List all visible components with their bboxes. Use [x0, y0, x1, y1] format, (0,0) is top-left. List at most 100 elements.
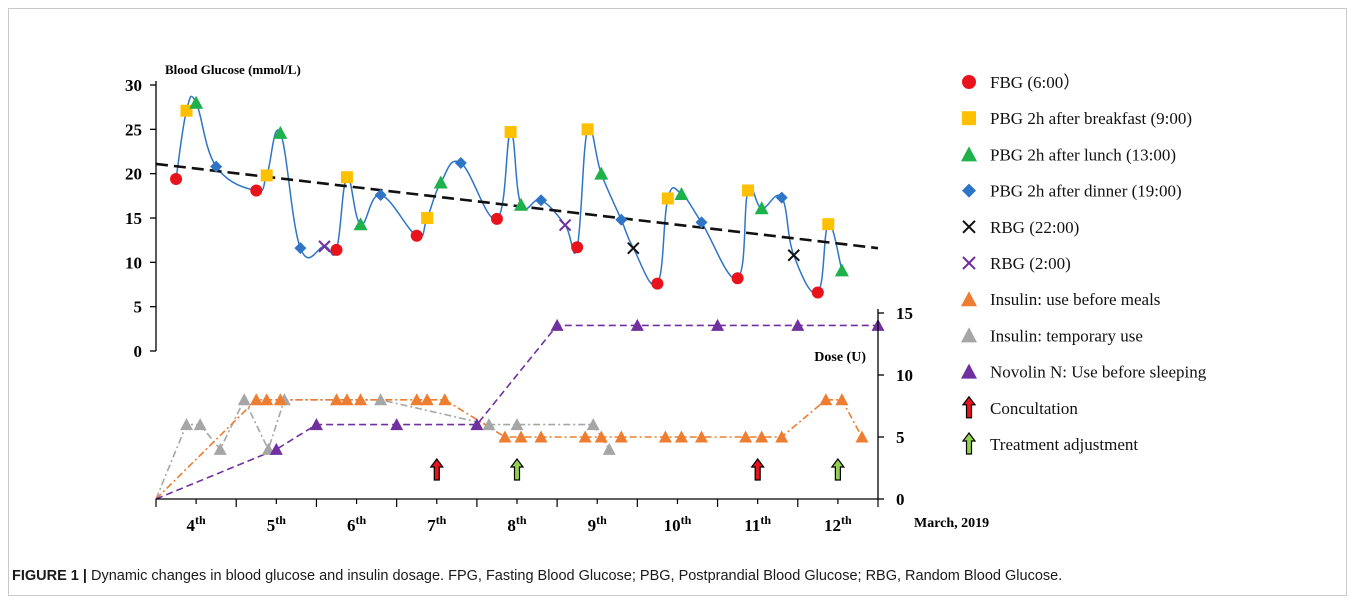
fbg-point: [490, 212, 503, 225]
legend-marker-rbg_2: [962, 256, 976, 270]
legend-marker-pbg_dinner: [962, 183, 976, 198]
insulin_meals-point: [819, 393, 833, 406]
insulin_temp-point: [237, 393, 251, 406]
glucose-tick-label: 10: [125, 253, 142, 272]
legend-item-pbg_lunch: PBG 2h after lunch (13:00): [961, 145, 1176, 164]
pbg_dinner-point: [454, 157, 467, 170]
fbg-point: [651, 277, 664, 290]
insulin_meals-point: [695, 430, 709, 443]
novolin-point: [390, 418, 404, 431]
day-label: 6th: [347, 513, 366, 535]
pbg_dinner-point: [294, 242, 307, 255]
pbg_lunch-point: [754, 201, 769, 215]
pbg_breakfast-point: [661, 192, 674, 205]
legend-marker-fbg: [962, 75, 976, 89]
fbg-point: [250, 184, 263, 197]
legend-label: PBG 2h after dinner (19:00): [990, 182, 1182, 201]
fbg-point: [731, 272, 744, 285]
pbg_dinner-point: [210, 160, 223, 173]
legend-marker-novolin: [961, 363, 977, 379]
pbg_dinner-point: [535, 194, 548, 207]
novolin-point: [791, 318, 805, 331]
pbg_breakfast-point: [180, 104, 193, 117]
legend-item-pbg_breakfast: PBG 2h after breakfast (9:00): [962, 109, 1192, 128]
pbg_dinner-point: [615, 213, 628, 226]
legend-marker-pbg_lunch: [961, 146, 977, 162]
glucose-tick-label: 0: [134, 342, 143, 361]
pbg_lunch-point: [273, 125, 288, 139]
pbg_breakfast-point: [581, 123, 594, 136]
insulin_meals-point: [273, 393, 287, 406]
insulin_temp-point: [213, 442, 227, 455]
legend-label: Insulin: use before meals: [990, 290, 1160, 309]
insulin_meals-point: [594, 430, 608, 443]
novolin-point: [309, 418, 323, 431]
novolin-point: [630, 318, 644, 331]
insulin_meals-point: [340, 393, 354, 406]
pbg_breakfast-point: [742, 184, 755, 197]
rbg_22-point: [627, 241, 640, 255]
pbg_lunch-point: [594, 166, 609, 180]
legend-item-pbg_dinner: PBG 2h after dinner (19:00): [962, 182, 1182, 201]
day-label: 7th: [427, 513, 446, 535]
fbg-point: [571, 241, 584, 254]
insulin_meals-point: [775, 430, 789, 443]
glucose-tick-label: 15: [125, 209, 142, 228]
legend-label: Novolin N: Use before sleeping: [990, 363, 1207, 382]
rbg_2-point: [318, 240, 331, 253]
legend-label: Concultation: [990, 399, 1078, 418]
insulin_meals-point: [498, 430, 512, 443]
figure-caption-text: Dynamic changes in blood glucose and ins…: [91, 568, 1063, 584]
day-label: 11th: [744, 513, 771, 535]
fbg-point: [811, 286, 824, 299]
figure-label: FIGURE 1 |: [12, 568, 87, 584]
day-label: 8th: [507, 513, 526, 535]
insulin_meals-point: [420, 393, 434, 406]
legend-label: Treatment adjustment: [990, 435, 1138, 454]
pbg_lunch-point: [353, 217, 368, 231]
novolin-line: [155, 324, 878, 500]
insulin_meals-point: [534, 430, 548, 443]
insulin_meals-point: [578, 430, 592, 443]
pbg_lunch-point: [189, 95, 204, 109]
insulin_meals-point: [614, 430, 628, 443]
insulin_meals-point: [410, 393, 424, 406]
legend-marker-arrow_green: [961, 432, 977, 455]
novolin-point: [550, 318, 564, 331]
insulin_meals-line: [155, 398, 863, 500]
insulin_meals-point: [260, 393, 274, 406]
glucose-curve: [175, 95, 843, 295]
rbg_22-point: [787, 249, 800, 262]
x-axis-caption: March, 2019: [914, 516, 989, 531]
insulin_meals-point: [249, 393, 263, 406]
legend-item-fbg: FBG (6:00）: [962, 73, 1080, 92]
day-label: 9th: [588, 513, 607, 535]
legend-label: Insulin: temporary use: [990, 326, 1143, 345]
insulin_meals-point: [658, 430, 672, 443]
insulin_temp-point: [179, 418, 193, 431]
treatment-adjustment-arrow: [830, 458, 846, 481]
pbg_lunch-point: [433, 175, 448, 189]
legend-label: RBG (22:00): [990, 218, 1079, 237]
novolin-point: [711, 318, 725, 331]
dose-axis-title: Dose (U): [814, 350, 866, 365]
glucose-tick-label: 25: [125, 120, 142, 139]
dose-tick-label: 15: [896, 304, 913, 323]
insulin_temp-point: [374, 393, 388, 406]
fbg-point: [330, 243, 343, 256]
legend: FBG (6:00） PBG 2h after breakfast (9:00) P…: [961, 73, 1207, 455]
legend-marker-pbg_breakfast: [962, 111, 976, 126]
dose-tick-label: 10: [896, 366, 913, 385]
day-label: 10th: [664, 513, 692, 535]
legend-label: PBG 2h after lunch (13:00): [990, 145, 1176, 164]
insulin_temp-line: [155, 397, 610, 500]
dose-tick-label: 5: [896, 428, 905, 447]
legend-item-insulin_temp: Insulin: temporary use: [961, 326, 1143, 345]
figure-caption: FIGURE 1 | Dynamic changes in blood gluc…: [12, 568, 1347, 584]
pbg_lunch-point: [514, 197, 529, 211]
legend-item-insulin_meals: Insulin: use before meals: [961, 290, 1160, 309]
insulin_meals-point: [674, 430, 688, 443]
legend-marker-insulin_temp: [961, 327, 977, 343]
legend-item-arrow_red: Concultation: [961, 395, 1078, 419]
